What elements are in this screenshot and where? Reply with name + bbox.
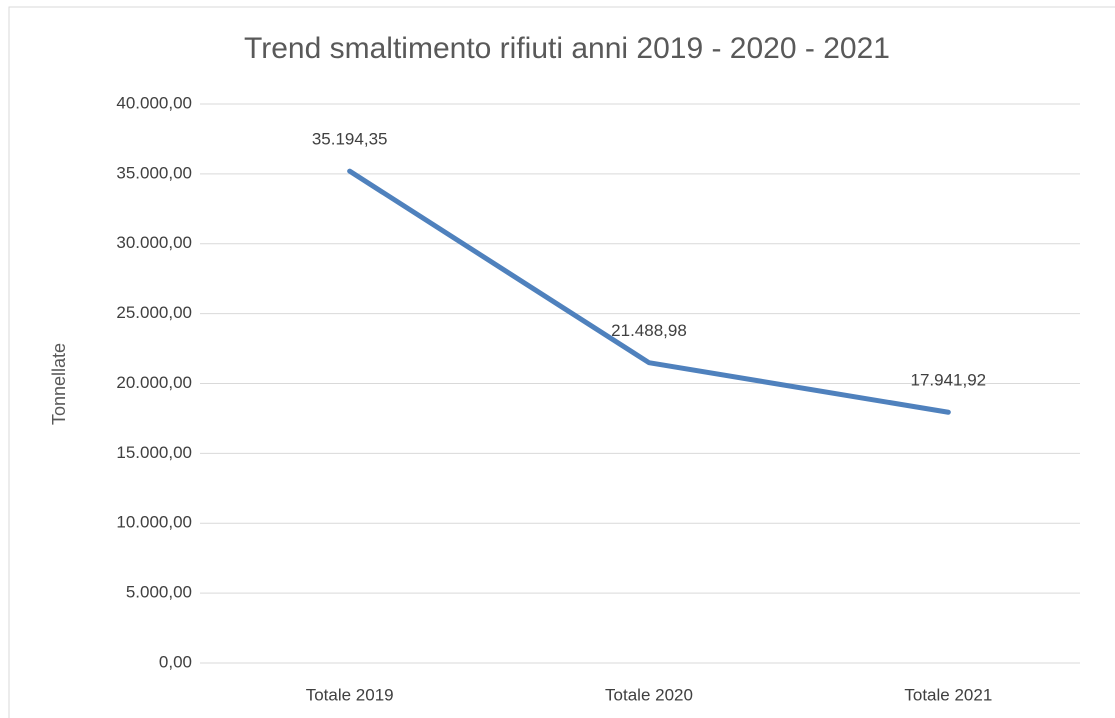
line	[347, 168, 951, 415]
data-label: 17.941,92	[911, 371, 987, 390]
y-tick-label: 20.000,00	[116, 373, 192, 392]
x-tick-label: Totale 2020	[605, 685, 693, 704]
y-tick-label: 0,00	[159, 652, 192, 671]
y-tick-label: 35.000,00	[116, 163, 192, 182]
y-tick-label: 5.000,00	[126, 583, 192, 602]
y-tick-label: 30.000,00	[116, 233, 192, 252]
x-tick-label: Totale 2021	[904, 685, 992, 704]
chart-title: Trend smaltimento rifiuti anni 2019 - 20…	[244, 32, 890, 65]
y-tick-label: 40.000,00	[116, 93, 192, 112]
y-tick-label: 25.000,00	[116, 303, 192, 322]
chart-border	[8, 6, 1115, 718]
data-label: 21.488,98	[611, 321, 687, 340]
y-axis-title: Tonnellate	[49, 343, 69, 425]
y-tick-label: 15.000,00	[116, 443, 192, 462]
x-tick-label: Totale 2019	[306, 685, 394, 704]
y-tick-label: 10.000,00	[116, 513, 192, 532]
data-label: 35.194,35	[312, 130, 388, 149]
